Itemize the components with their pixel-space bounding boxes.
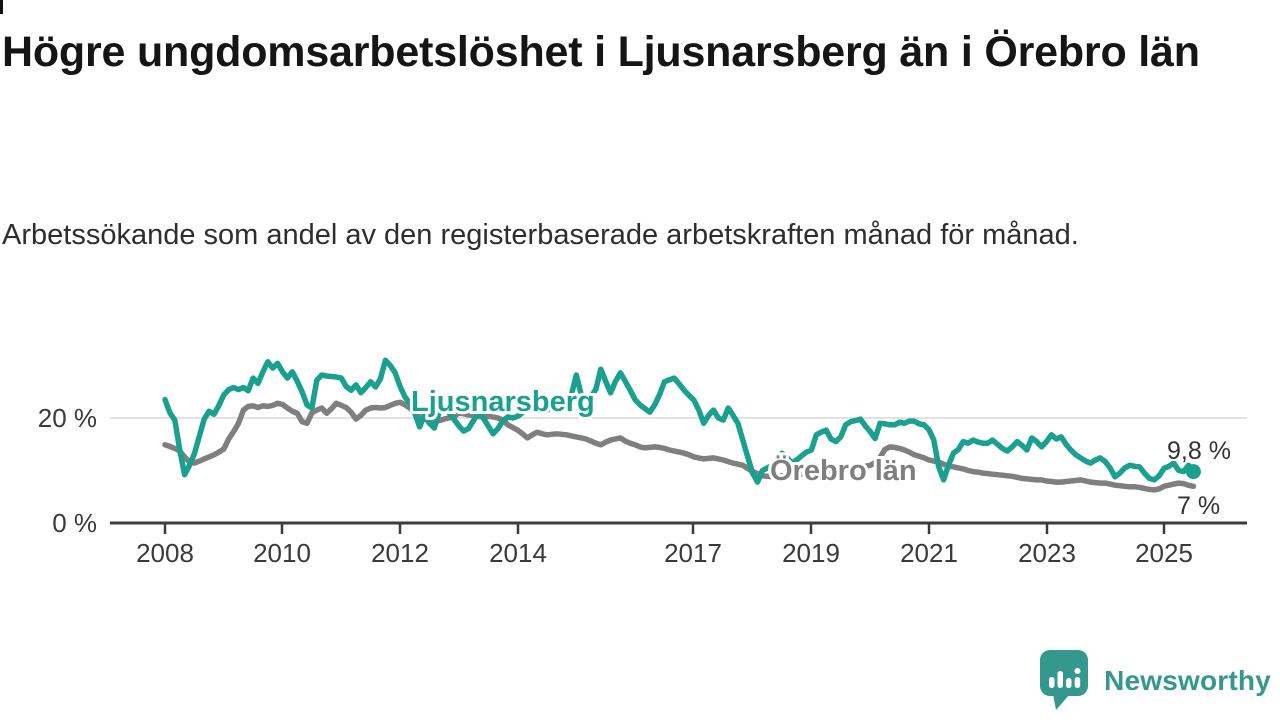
x-tick-label-2010: 2010 [253, 538, 311, 568]
logo-bar-small [1049, 677, 1055, 688]
corner-mark [0, 0, 3, 14]
x-tick-label-2012: 2012 [371, 538, 429, 568]
x-tick-label-2021: 2021 [900, 538, 958, 568]
newsworthy-logo-text: Newsworthy [1104, 665, 1271, 696]
y-tick-label-20: 20 % [38, 403, 97, 433]
logo-exclamation-dot [1074, 668, 1081, 674]
end-value-label-orebro-lan: 7 % [1177, 492, 1220, 520]
logo-bubble-tail [1053, 694, 1071, 710]
x-tick-label-2019: 2019 [782, 538, 840, 568]
y-tick-label-0: 0 % [52, 508, 97, 538]
series-label-ljusnarsberg: Ljusnarsberg [411, 386, 595, 418]
series-line-orebro-lan [162, 399, 1197, 493]
x-tick-label-2023: 2023 [1018, 538, 1076, 568]
newsworthy-logo-icon [1040, 650, 1089, 710]
logo-bar-tiny [1066, 678, 1072, 688]
x-tick-label-2014: 2014 [489, 538, 547, 568]
chart-subtitle: Arbetssökande som andel av den registerb… [2, 219, 1079, 251]
series-line-ljusnarsberg [162, 357, 1197, 485]
newsworthy-logo: Newsworthy [1039, 648, 1271, 714]
x-axis-ticks [163, 523, 1166, 534]
series-end-dot-ljusnarsberg [1185, 464, 1201, 480]
x-axis-tick-labels: 2008 2010 2012 2014 2017 2019 2021 2023 … [136, 538, 1193, 568]
x-tick-label-2008: 2008 [136, 538, 194, 568]
end-value-label-ljusnarsberg: 9,8 % [1167, 437, 1231, 465]
x-tick-label-2025: 2025 [1135, 538, 1193, 568]
page-title: Högre ungdomsarbetslöshet i Ljusnarsberg… [2, 28, 1200, 76]
series-label-orebro-lan: Örebro län [770, 454, 917, 487]
x-tick-label-2017: 2017 [664, 538, 722, 568]
logo-bar-medium [1057, 671, 1064, 688]
logo-exclamation-bar [1074, 677, 1081, 688]
logo-bubble [1040, 650, 1089, 696]
